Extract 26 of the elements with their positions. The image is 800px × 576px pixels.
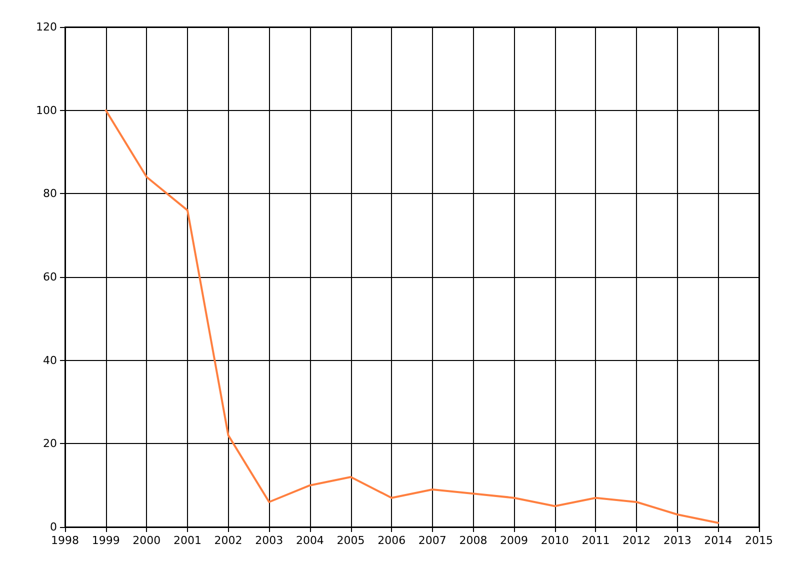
x-tick-label: 1998	[51, 534, 79, 547]
x-tick-label: 2015	[745, 534, 773, 547]
x-tick-label: 1999	[92, 534, 120, 547]
x-tick-label: 2007	[418, 534, 446, 547]
x-tick-label: 2009	[500, 534, 528, 547]
y-tick-label: 0	[50, 520, 57, 534]
x-tick-label: 2010	[540, 534, 569, 547]
x-tick-label: 2013	[663, 534, 692, 547]
x-tick-label: 2004	[296, 534, 324, 547]
x-tick-label: 2006	[378, 534, 406, 547]
y-tick-label: 80	[43, 187, 57, 200]
x-tick-label: 2003	[255, 534, 284, 547]
x-tick-label: 2014	[704, 534, 732, 547]
x-tick-label: 2008	[459, 534, 488, 547]
y-tick-label: 40	[43, 354, 57, 367]
x-tick-label: 2011	[582, 534, 610, 547]
y-tick-label: 20	[43, 437, 57, 450]
x-tick-label: 2005	[336, 534, 365, 547]
line-series	[104, 109, 720, 524]
y-tick-label: 100	[36, 104, 57, 117]
y-tick-label: 120	[36, 20, 57, 34]
x-tick-label: 2012	[622, 534, 651, 547]
x-tick-label: 2001	[173, 534, 202, 547]
x-tick-label: 2002	[214, 534, 242, 547]
x-tick-label: 2000	[132, 534, 161, 547]
y-tick-label: 60	[43, 270, 57, 284]
